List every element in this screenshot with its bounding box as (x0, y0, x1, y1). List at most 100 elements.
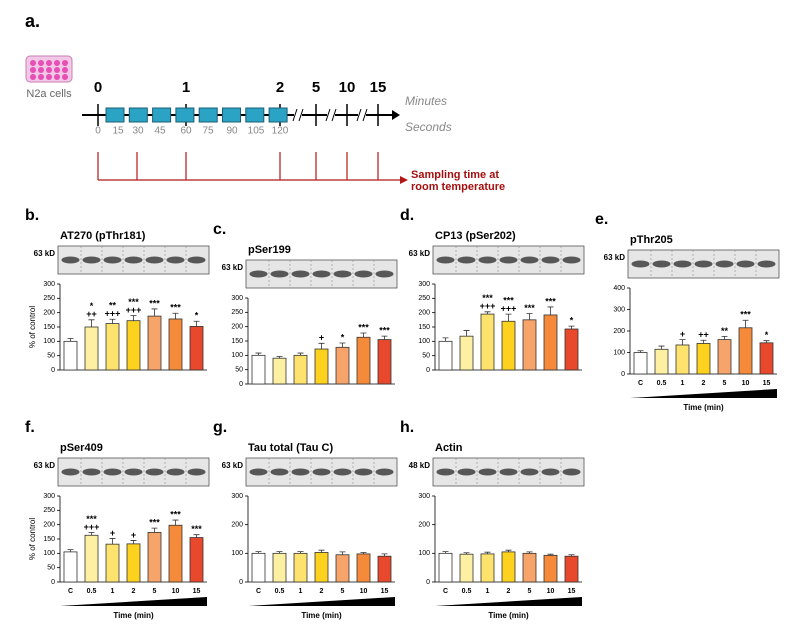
error-bar (547, 306, 554, 315)
error-bar (505, 549, 512, 552)
bar (377, 555, 392, 583)
x-tick-label: 0.5 (275, 588, 285, 595)
panel-title: CP13 (pSer202) (435, 230, 516, 242)
bar (501, 320, 516, 371)
panel-label: h. (400, 419, 414, 436)
blot-band (562, 468, 581, 476)
panel: h. Actin 48 kD 0 100 200 300 C 0.5 1 2 5 10 15 Time (m… (400, 419, 585, 620)
panel: b. AT270 (pThr181) 63 kD 0 50 100 150 200 250 300… (25, 207, 210, 374)
blot-band (124, 256, 143, 264)
x-tick-label: 5 (528, 588, 532, 595)
x-axis-label: Time (min) (301, 611, 342, 620)
panel: g. Tau total (Tau C) 63 kD 0 100 200 300 C 0.5 1 2… (213, 419, 398, 620)
bar (543, 314, 558, 371)
y-tick-label: 0 (621, 371, 625, 378)
y-tick-label: 100 (418, 338, 430, 345)
blot-band (270, 468, 289, 476)
bar (189, 326, 204, 371)
blot-band (145, 256, 164, 264)
blot-band (124, 468, 143, 476)
bar (147, 315, 162, 371)
bar (675, 344, 690, 375)
y-tick-label: 100 (43, 338, 55, 345)
blot-label: 63 kD (34, 249, 56, 258)
cell-plate-icon (25, 55, 73, 83)
bar (356, 553, 371, 583)
error-bar (721, 335, 728, 340)
bar (314, 552, 329, 583)
blot-band (541, 468, 560, 476)
significance-label: +++ (480, 301, 496, 311)
y-axis-label: % of control (28, 306, 37, 348)
significance-label: * (341, 332, 345, 342)
y-tick-label: 50 (422, 353, 430, 360)
bar (314, 348, 329, 385)
bar (522, 319, 537, 371)
axis-break (292, 108, 298, 122)
y-tick-label: 300 (613, 306, 625, 313)
axis-break-gap (358, 110, 366, 120)
significance-label: *** (524, 303, 535, 313)
significance-label: *** (379, 326, 390, 336)
incubation-box (268, 107, 288, 123)
y-tick-label: 100 (231, 352, 243, 359)
blot-label: 63 kD (222, 461, 244, 470)
panel-title: pThr205 (630, 234, 673, 246)
bar (738, 327, 753, 375)
significance-label: +++ (84, 522, 100, 532)
error-bar (360, 332, 367, 338)
y-tick-label: 50 (47, 353, 55, 360)
error-bar (109, 318, 116, 324)
significance-label: *** (358, 322, 369, 332)
x-tick-label: 2 (320, 588, 324, 595)
panel-title: pSer409 (60, 442, 103, 454)
error-bar (526, 313, 533, 320)
significance-label: *** (128, 297, 139, 307)
error-bar (763, 340, 770, 343)
y-tick-label: 300 (231, 493, 243, 500)
y-tick-label: 250 (43, 295, 55, 302)
error-bar (88, 532, 95, 536)
significance-label: +++ (501, 303, 517, 313)
minute-tick-label: 0 (94, 79, 102, 96)
error-bar (276, 356, 283, 359)
blot-band (715, 260, 734, 268)
bar (459, 553, 474, 583)
panel-title: pSer199 (248, 244, 291, 256)
blot-band (478, 468, 497, 476)
significance-label: ++ (86, 309, 97, 319)
axis-break-gap (327, 110, 335, 120)
significance-label: *** (740, 310, 751, 320)
panel-label: d. (400, 207, 414, 224)
blot-band (103, 468, 122, 476)
significance-label: ** (721, 326, 729, 336)
time-wedge (60, 597, 207, 606)
x-tick-label: 1 (486, 588, 490, 595)
blot-band (499, 468, 518, 476)
incubation-box (175, 107, 195, 123)
bar (438, 552, 453, 583)
bar (654, 348, 669, 375)
error-bar (67, 338, 74, 342)
error-bar (151, 308, 158, 317)
incubation-box (245, 107, 265, 123)
blot-band (145, 468, 164, 476)
significance-label: *** (170, 303, 181, 313)
timeline-arrow (392, 110, 400, 120)
error-bar (297, 352, 304, 356)
blot-band (166, 256, 185, 264)
blot-band (82, 468, 101, 476)
bar (759, 342, 774, 375)
error-bar (67, 549, 74, 552)
axis-break (298, 108, 304, 122)
blot-label: 63 kD (222, 263, 244, 272)
x-tick-label: C (68, 588, 73, 595)
blot-band (457, 468, 476, 476)
axis-break (356, 108, 362, 122)
incubation-box (198, 107, 218, 123)
second-tick-label: 15 (112, 126, 124, 137)
significance-label: *** (149, 298, 160, 308)
bar (251, 354, 266, 385)
incubation-box (128, 107, 148, 123)
